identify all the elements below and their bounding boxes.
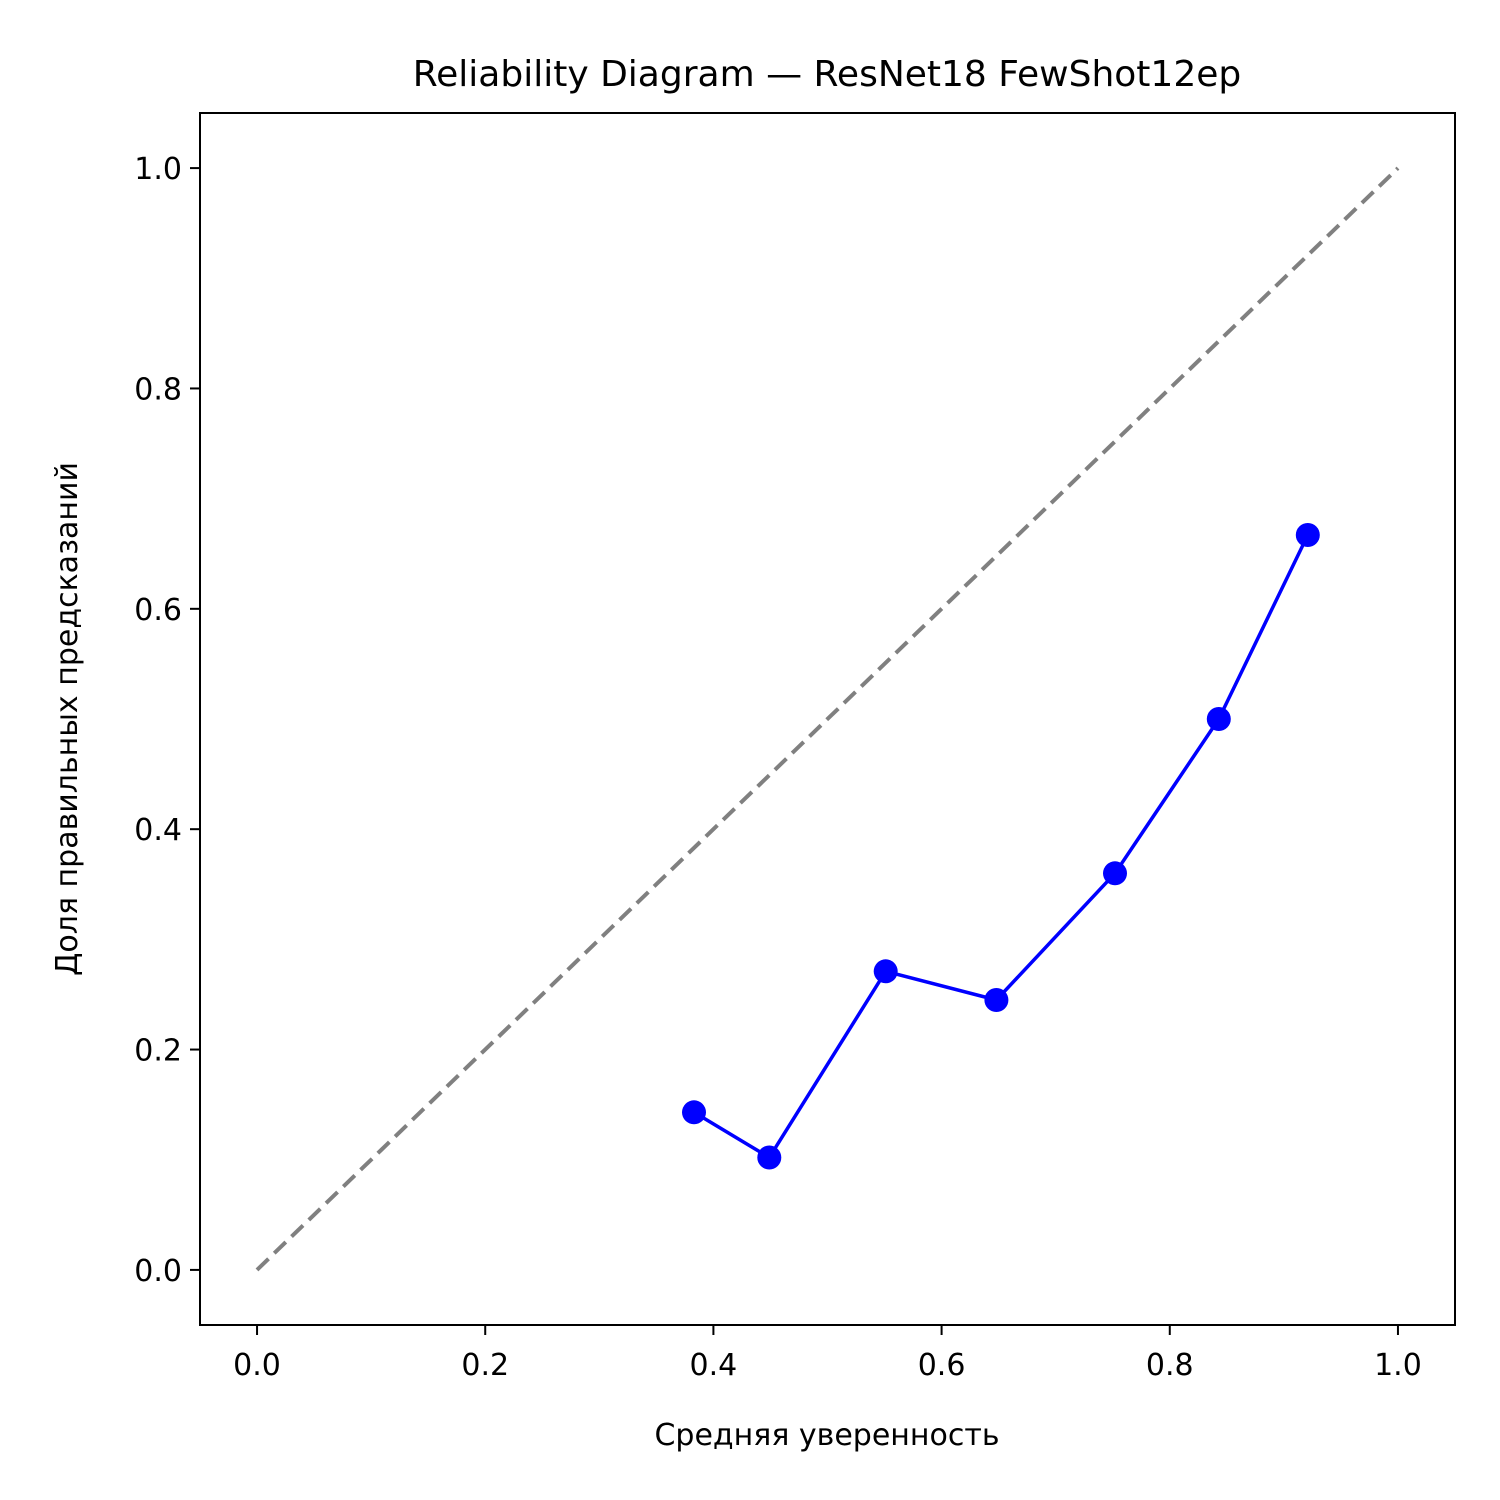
y-axis-label: Доля правильных предсказаний <box>50 462 85 976</box>
x-axis-ticks: 0.0 0.2 0.4 0.6 0.8 1.0 <box>233 1325 1422 1383</box>
y-tick-label-1: 0.2 <box>134 1034 182 1069</box>
x-tick-label-4: 0.8 <box>1146 1348 1194 1383</box>
y-tick-label-3: 0.6 <box>134 593 182 628</box>
y-tick-label-2: 0.4 <box>134 813 182 848</box>
calibration-point-3 <box>873 959 898 984</box>
plot-frame <box>199 112 1456 1326</box>
calibration-point-2 <box>757 1145 782 1170</box>
y-tick-label-5: 1.0 <box>134 152 182 187</box>
chart-title: Reliability Diagram — ResNet18 FewShot12… <box>413 54 1241 95</box>
plot-area <box>255 166 1400 1272</box>
calibration-point-4 <box>984 988 1009 1012</box>
y-tick-label-4: 0.8 <box>134 372 182 407</box>
x-axis-label: Средняя уверенность <box>654 1418 999 1453</box>
calibration-point-5 <box>1103 861 1127 886</box>
x-tick-label-1: 0.2 <box>461 1348 509 1383</box>
perfect-calibration-line <box>255 166 1400 1272</box>
x-tick-label-5: 1.0 <box>1374 1348 1422 1383</box>
calibration-point-1 <box>682 1100 706 1125</box>
calibration-point-7 <box>1295 523 1320 547</box>
calibration-point-6 <box>1206 707 1231 731</box>
y-tick-label-0: 0.0 <box>134 1254 182 1289</box>
x-tick-label-0: 0.0 <box>233 1348 281 1383</box>
x-tick-label-2: 0.4 <box>690 1348 738 1383</box>
x-tick-label-3: 0.6 <box>918 1348 966 1383</box>
y-axis-ticks: 0.0 0.2 0.4 0.6 0.8 1.0 <box>134 152 200 1289</box>
